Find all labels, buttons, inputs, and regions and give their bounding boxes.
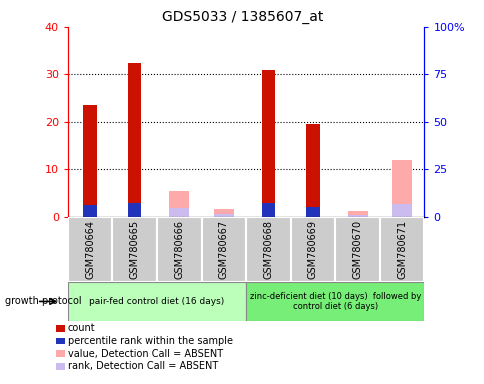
Text: growth protocol: growth protocol [5, 296, 81, 306]
Bar [68, 282, 245, 321]
Bar [290, 217, 334, 282]
Bar [201, 217, 245, 282]
Bar [68, 217, 112, 282]
Bar [334, 217, 379, 282]
Bar [213, 209, 233, 217]
Text: rank, Detection Call = ABSENT: rank, Detection Call = ABSENT [68, 361, 218, 371]
Text: GSM780664: GSM780664 [85, 220, 95, 279]
Text: count: count [68, 323, 95, 333]
Text: GSM780665: GSM780665 [130, 220, 139, 279]
Bar [169, 191, 189, 217]
Bar [128, 203, 141, 217]
Bar [306, 124, 319, 217]
Text: percentile rank within the sample: percentile rank within the sample [68, 336, 232, 346]
Bar [157, 217, 201, 282]
Text: GSM780666: GSM780666 [174, 220, 184, 279]
Text: GDS5033 / 1385607_at: GDS5033 / 1385607_at [162, 10, 322, 23]
Text: GSM780669: GSM780669 [307, 220, 318, 279]
Bar [379, 217, 424, 282]
Text: pair-fed control diet (16 days): pair-fed control diet (16 days) [89, 297, 224, 306]
Bar [306, 207, 319, 217]
Bar [169, 209, 189, 217]
Bar [391, 160, 411, 217]
Bar [261, 70, 274, 217]
Bar [128, 63, 141, 217]
Bar [83, 205, 97, 217]
Text: value, Detection Call = ABSENT: value, Detection Call = ABSENT [68, 349, 223, 359]
Text: GSM780667: GSM780667 [218, 220, 228, 279]
Bar [245, 217, 290, 282]
Bar [347, 211, 367, 217]
Text: GSM780670: GSM780670 [352, 220, 362, 279]
Bar [245, 282, 424, 321]
Bar [83, 105, 97, 217]
Text: GSM780668: GSM780668 [263, 220, 273, 279]
Bar [347, 215, 367, 217]
Bar [391, 204, 411, 217]
Text: GSM780671: GSM780671 [396, 220, 406, 279]
Text: zinc-deficient diet (10 days)  followed by
control diet (6 days): zinc-deficient diet (10 days) followed b… [249, 292, 420, 311]
Bar [261, 203, 274, 217]
Bar [213, 214, 233, 217]
Bar [112, 217, 157, 282]
